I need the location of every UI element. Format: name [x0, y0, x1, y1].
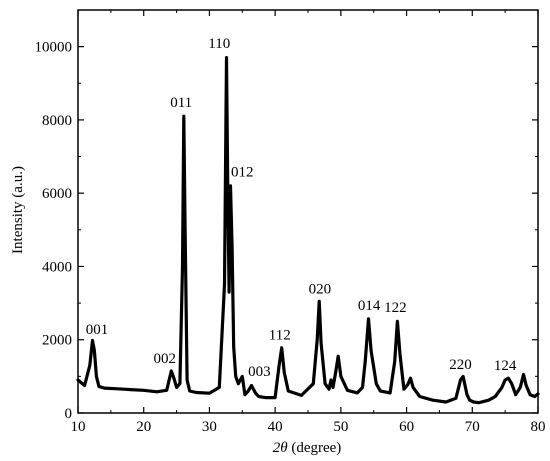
series-group [76, 55, 540, 405]
x-tick-label: 40 [268, 419, 283, 435]
y-tick-label: 2000 [42, 333, 72, 349]
x-tick-label: 20 [136, 419, 151, 435]
x-axis-title: 2θ (degree) [273, 440, 342, 456]
x-tick-label: 60 [399, 419, 414, 435]
peak-label: 220 [449, 357, 472, 373]
x-axis-title-symbol: 2θ [273, 440, 289, 456]
x-axis-title-unit: (degree) [288, 440, 342, 456]
series-line [76, 55, 540, 405]
x-tick-label: 70 [465, 419, 480, 435]
peak-label: 020 [309, 282, 332, 298]
peak-label: 110 [208, 36, 230, 52]
peak-label: 014 [358, 298, 381, 314]
x-tick-label: 30 [202, 419, 217, 435]
y-axis: 0 2000 4000 6000 8000 10000 [35, 9, 538, 422]
plot-frame-rect [77, 9, 539, 414]
x-tick-label: 50 [333, 419, 348, 435]
y-axis-title: Intensity (a.u.) [10, 166, 26, 254]
x-tick-label: 80 [531, 419, 546, 435]
peak-label: 011 [170, 95, 192, 111]
y-tick-label: 8000 [42, 113, 72, 129]
y-tick-label: 4000 [42, 259, 72, 275]
peak-label: 001 [86, 322, 109, 338]
x-axis: 10 20 30 40 50 60 70 80 [71, 10, 546, 435]
peak-label: 122 [384, 300, 407, 316]
peak-label: 112 [269, 327, 291, 343]
peak-label: 012 [231, 164, 254, 180]
peak-label: 003 [248, 364, 271, 380]
y-tick-label: 6000 [42, 186, 72, 202]
plot-frame [77, 9, 539, 414]
y-tick-label: 10000 [35, 40, 73, 56]
peak-label: 124 [494, 358, 517, 374]
x-tick-label: 10 [71, 419, 86, 435]
peak-labels: 001 002 011 110 012 003 112 020 014 122 220 124 [86, 36, 517, 380]
y-tick-label: 0 [65, 406, 73, 422]
peak-label: 002 [153, 351, 176, 367]
